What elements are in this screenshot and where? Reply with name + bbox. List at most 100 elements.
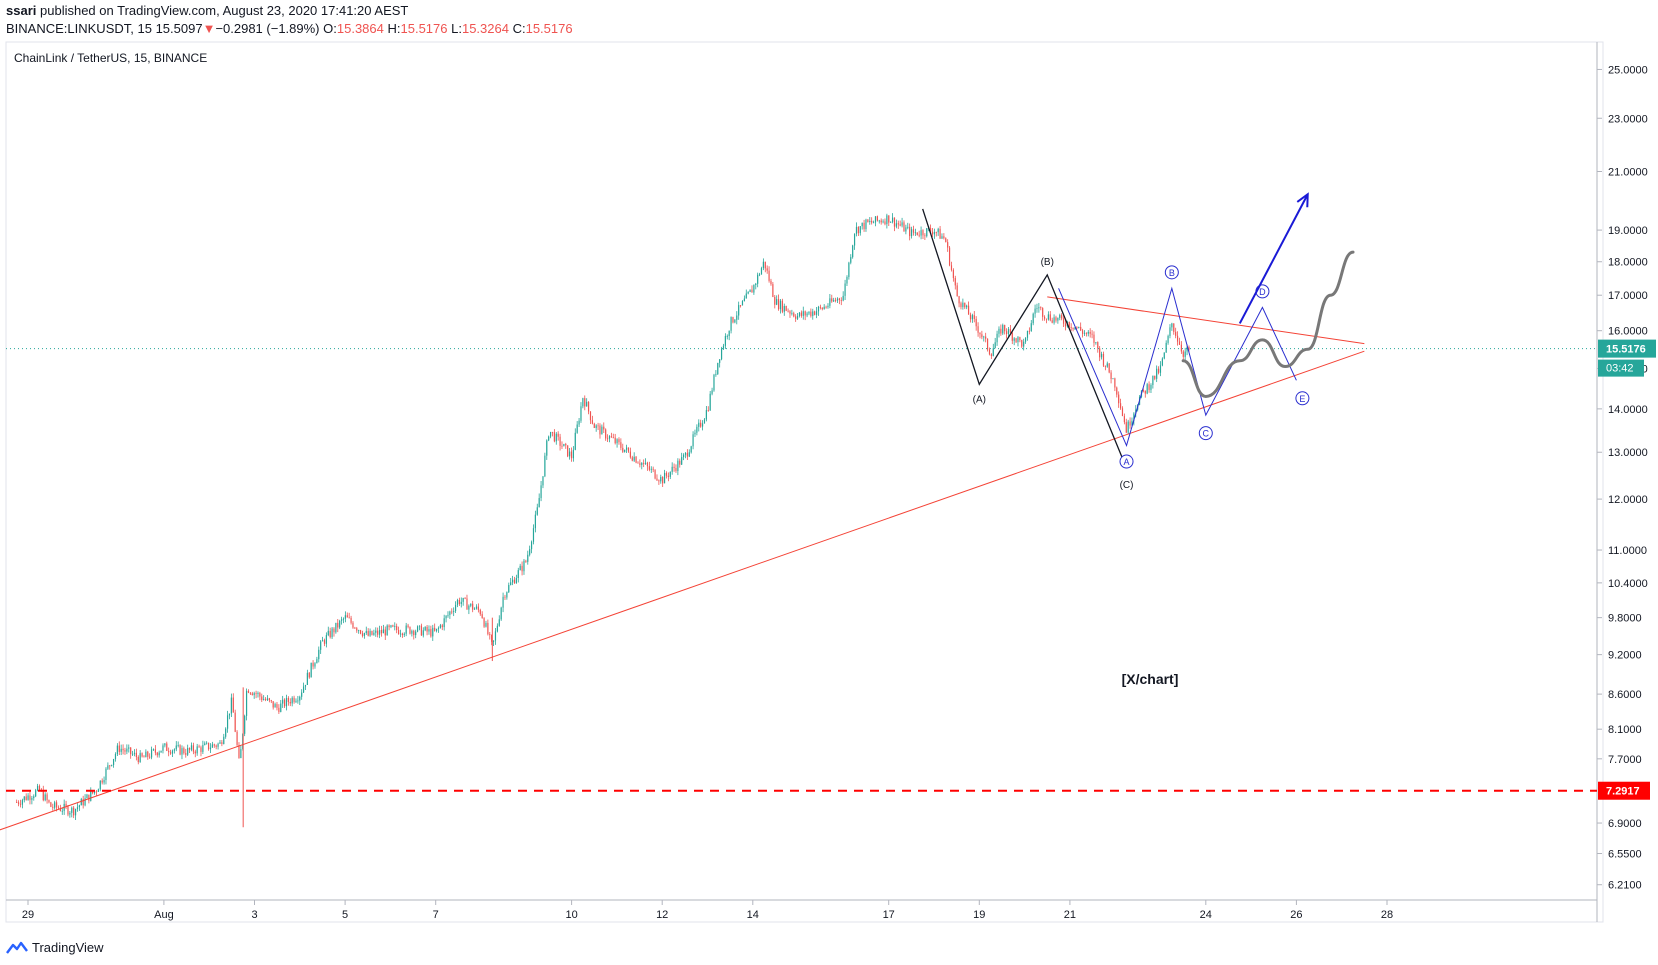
- candle-body: [728, 330, 730, 337]
- candle-body: [867, 219, 869, 222]
- candle-body: [261, 696, 263, 701]
- candle-body: [891, 217, 894, 222]
- candle-body: [996, 333, 998, 343]
- candle-body: [69, 812, 71, 815]
- candle-body: [705, 410, 707, 420]
- candle-body: [61, 810, 63, 812]
- candle-body: [962, 302, 964, 307]
- candle-body: [415, 631, 417, 636]
- candle-body: [764, 261, 766, 269]
- symbol-line: BINANCE:LINKUSDT, 15: [6, 21, 152, 36]
- candle-body: [544, 455, 546, 477]
- candle-body: [618, 439, 620, 443]
- candle-body: [559, 436, 561, 446]
- candle-body: [420, 625, 422, 636]
- candle-body: [572, 449, 574, 459]
- candle-body: [1102, 353, 1105, 366]
- candle-body: [137, 756, 139, 763]
- candle-body: [643, 462, 645, 464]
- trend-line: [1047, 296, 1365, 345]
- candle-body: [656, 478, 658, 481]
- candle-body: [798, 312, 801, 316]
- candle-body: [994, 342, 996, 349]
- candle-body: [768, 270, 770, 281]
- candle-body: [751, 289, 753, 293]
- close-value: 15.5176: [525, 21, 573, 36]
- candle-body: [439, 625, 441, 628]
- candle-body: [549, 431, 552, 437]
- candle-body: [593, 423, 595, 429]
- candle-body: [1068, 321, 1070, 328]
- candle-body: [817, 306, 820, 312]
- trend-lines: [0, 296, 1365, 831]
- x-tick-label: 24: [1200, 909, 1212, 921]
- candle-body: [502, 596, 504, 608]
- ohlc-line: BINANCE:LINKUSDT, 15 15.5097▼−0.2981 (−1…: [6, 21, 573, 36]
- candle-body: [1005, 331, 1008, 335]
- candle-body: [688, 452, 690, 457]
- candle-body: [99, 780, 101, 790]
- candle-body: [441, 625, 443, 628]
- candle-body: [470, 603, 472, 606]
- candle-body: [255, 693, 257, 694]
- candle-body: [92, 791, 94, 794]
- candle-body: [703, 419, 706, 424]
- candle-body: [969, 314, 972, 320]
- candle-body: [1182, 351, 1184, 357]
- candle-body: [90, 791, 92, 801]
- candle-body: [361, 633, 364, 636]
- candle-body: [532, 528, 535, 542]
- candle-body: [829, 298, 831, 306]
- candle-body: [19, 803, 22, 805]
- candle-body: [202, 745, 204, 752]
- candle-body: [671, 466, 673, 472]
- candle-body: [130, 747, 132, 755]
- candle-body: [460, 601, 462, 604]
- candle-body: [511, 579, 514, 583]
- candle-body: [848, 262, 850, 278]
- candle-body: [396, 626, 398, 631]
- candle-body: [424, 626, 426, 631]
- candle-body: [394, 626, 396, 627]
- candle-body: [945, 238, 947, 243]
- candle-body: [815, 311, 818, 315]
- chart-pane: [5, 41, 1604, 923]
- candle-body: [318, 649, 320, 660]
- candle-body: [278, 707, 280, 712]
- candle-body: [684, 452, 687, 455]
- candle-body: [472, 603, 474, 610]
- candle-body: [185, 753, 187, 755]
- candle-body: [551, 431, 554, 433]
- last-price: 15.5097: [155, 21, 203, 36]
- candle-body: [720, 348, 723, 360]
- candle-body: [80, 799, 82, 806]
- candle-body: [1169, 327, 1171, 336]
- candle-body: [245, 690, 248, 716]
- candle-body: [1013, 338, 1015, 341]
- candle-body: [149, 756, 151, 758]
- candle-body: [29, 795, 31, 800]
- candle-body: [1144, 390, 1146, 394]
- candle-body: [1097, 342, 1099, 349]
- candle-body: [143, 756, 145, 758]
- wave-abcde-line: [1058, 286, 1297, 448]
- candle-body: [335, 622, 337, 633]
- candle-body: [458, 599, 460, 604]
- candle-body: [232, 697, 234, 713]
- candle-body: [985, 336, 987, 339]
- candle-body: [850, 257, 852, 263]
- x-tick-label: 17: [883, 909, 895, 921]
- y-tick-label: 6.2100: [1608, 880, 1642, 892]
- y-tick-label: 6.5500: [1608, 849, 1642, 861]
- candle-body: [948, 247, 951, 266]
- candle-body: [1146, 384, 1148, 394]
- y-tick-label: 10.4000: [1608, 578, 1648, 590]
- candle-body: [314, 663, 316, 667]
- candle-body: [363, 633, 365, 636]
- candle-body: [1000, 328, 1002, 334]
- y-tick-label: 18.0000: [1608, 257, 1648, 269]
- candle-body: [1186, 347, 1188, 352]
- y-tick-label: 21.0000: [1608, 167, 1648, 179]
- candle-body: [521, 565, 523, 572]
